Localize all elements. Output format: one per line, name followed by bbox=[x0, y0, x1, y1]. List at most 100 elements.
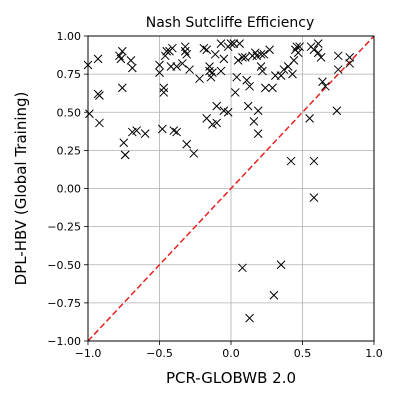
data-point bbox=[158, 124, 167, 134]
data-point bbox=[226, 39, 236, 48]
y-tick-label: 0.00 bbox=[57, 183, 82, 196]
data-point bbox=[159, 83, 169, 93]
data-point bbox=[321, 81, 330, 91]
data-point bbox=[345, 52, 355, 62]
data-point bbox=[259, 49, 269, 59]
data-point bbox=[182, 49, 192, 59]
data-point bbox=[155, 68, 164, 77]
data-point bbox=[169, 126, 179, 135]
data-point bbox=[318, 77, 327, 87]
y-tick-label: −1.00 bbox=[47, 335, 81, 348]
data-point bbox=[238, 52, 247, 62]
data-point bbox=[279, 65, 289, 74]
y-tick-label: −0.75 bbox=[47, 297, 81, 310]
y-tick-label: 0.25 bbox=[57, 144, 82, 157]
data-point bbox=[316, 52, 326, 62]
data-point bbox=[250, 48, 260, 58]
data-point bbox=[180, 42, 190, 52]
data-point bbox=[232, 72, 242, 82]
data-point bbox=[309, 45, 319, 55]
data-point bbox=[119, 138, 129, 148]
data-point bbox=[245, 313, 254, 323]
data-point bbox=[258, 66, 267, 76]
y-axis-label: DPL-HBV (Global Training) bbox=[12, 92, 30, 286]
data-point bbox=[313, 39, 323, 48]
data-point bbox=[93, 54, 103, 64]
data-point bbox=[116, 54, 126, 64]
data-point bbox=[168, 43, 177, 53]
data-point bbox=[216, 39, 226, 48]
data-point bbox=[253, 129, 263, 138]
data-point bbox=[85, 109, 94, 119]
data-point bbox=[240, 52, 250, 62]
data-point bbox=[295, 42, 304, 52]
data-points bbox=[83, 39, 355, 323]
data-point bbox=[245, 81, 254, 91]
data-point bbox=[305, 113, 315, 123]
x-axis-label: PCR-GLOBWB 2.0 bbox=[166, 369, 296, 387]
data-point bbox=[243, 101, 253, 111]
data-point bbox=[117, 83, 127, 93]
data-point bbox=[286, 156, 296, 166]
data-point bbox=[256, 49, 266, 59]
data-point bbox=[288, 69, 297, 79]
data-point bbox=[199, 43, 209, 53]
x-tick-label: −1.0 bbox=[75, 347, 102, 360]
data-point bbox=[269, 290, 279, 300]
data-point bbox=[276, 260, 286, 270]
data-point bbox=[127, 63, 137, 73]
data-point bbox=[132, 126, 141, 135]
y-tick-label: 0.50 bbox=[57, 106, 82, 119]
data-point bbox=[289, 56, 299, 65]
data-point bbox=[212, 118, 222, 128]
data-point bbox=[185, 65, 194, 74]
x-tick-label: 1.0 bbox=[365, 347, 383, 360]
data-point bbox=[309, 156, 319, 166]
data-point bbox=[162, 46, 172, 56]
data-point bbox=[249, 117, 259, 126]
data-point bbox=[265, 45, 274, 55]
data-point bbox=[202, 45, 212, 55]
data-point bbox=[235, 39, 244, 48]
data-point bbox=[178, 59, 187, 68]
y-tick-label: 0.75 bbox=[57, 68, 82, 81]
x-tick-label: −0.5 bbox=[146, 347, 173, 360]
data-point bbox=[345, 59, 355, 68]
data-point bbox=[189, 149, 199, 158]
data-point bbox=[120, 150, 130, 160]
one-to-one-line bbox=[87, 35, 375, 342]
data-point bbox=[293, 48, 303, 58]
data-point bbox=[155, 60, 164, 70]
data-point bbox=[333, 65, 343, 74]
data-point bbox=[205, 62, 214, 71]
data-point bbox=[115, 51, 124, 61]
x-tick-label: 0.0 bbox=[222, 347, 240, 360]
data-point bbox=[242, 75, 252, 85]
data-point bbox=[216, 66, 226, 76]
y-tick-label: 1.00 bbox=[57, 30, 82, 43]
data-point bbox=[95, 118, 104, 128]
data-point bbox=[159, 88, 169, 97]
data-point bbox=[219, 54, 229, 64]
data-point bbox=[238, 263, 247, 273]
data-point bbox=[172, 62, 182, 71]
y-axis-ticks: −1.00 −0.75 −0.50 −0.25 0.00 0.25 0.50 0.75 1.00 bbox=[47, 30, 88, 348]
data-point bbox=[260, 83, 270, 93]
data-point bbox=[333, 51, 343, 61]
data-point bbox=[253, 106, 263, 116]
data-point bbox=[309, 193, 319, 203]
data-point bbox=[182, 139, 192, 149]
data-point bbox=[172, 127, 182, 137]
data-point bbox=[230, 88, 240, 97]
data-point bbox=[208, 68, 217, 77]
data-point bbox=[180, 46, 190, 56]
chart-title: Nash Sutcliffe Efficiency bbox=[146, 15, 315, 31]
data-point bbox=[276, 71, 286, 81]
y-tick-label: −0.25 bbox=[47, 221, 81, 234]
data-point bbox=[212, 101, 222, 111]
data-point bbox=[195, 74, 204, 84]
data-point bbox=[223, 107, 233, 117]
data-point bbox=[313, 48, 323, 58]
data-point bbox=[117, 46, 127, 56]
